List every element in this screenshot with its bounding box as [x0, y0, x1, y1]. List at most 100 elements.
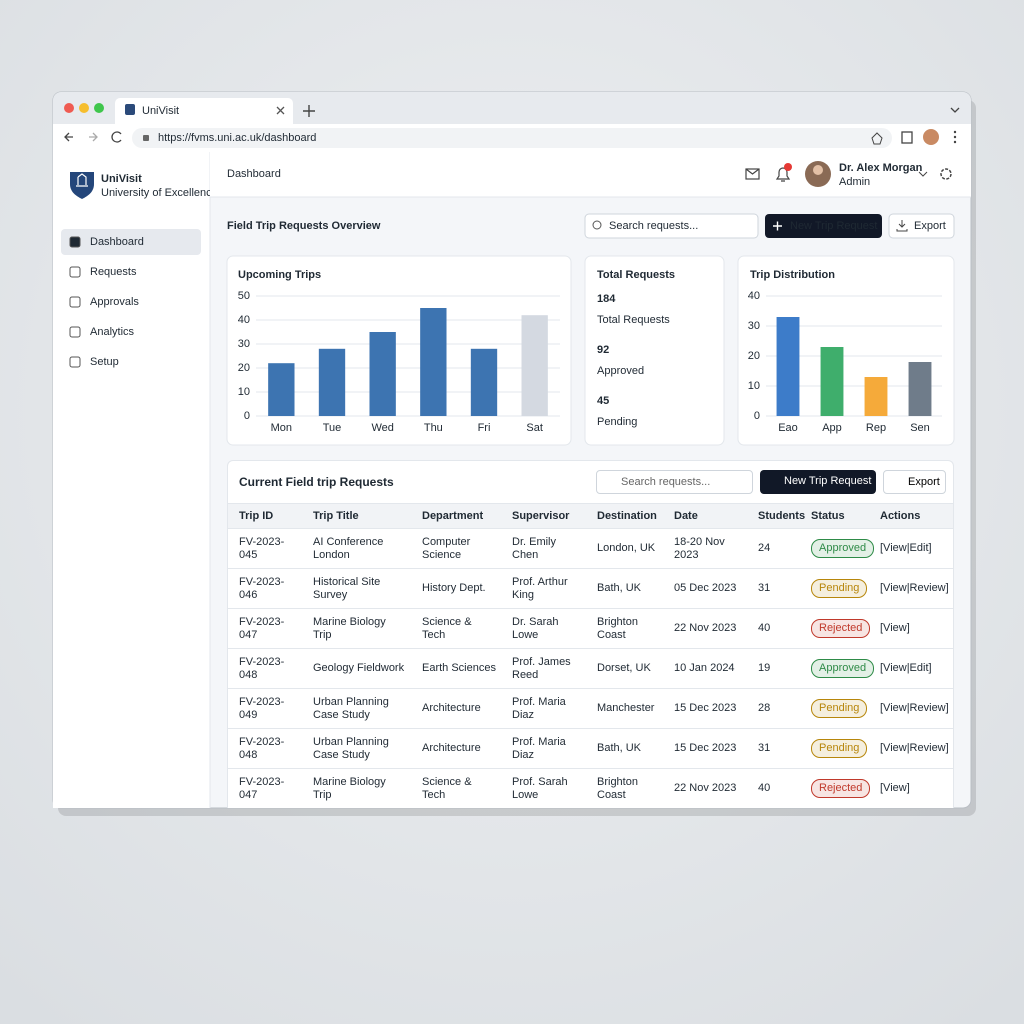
export-button[interactable] — [888, 213, 955, 239]
table-cell: Urban Planning Case Study — [302, 728, 411, 769]
status-cell: Approved — [800, 528, 875, 569]
stat-label: Pending — [597, 416, 637, 428]
table-cell[interactable]: [View|Edit] — [869, 648, 953, 689]
column-header: Date — [663, 503, 747, 529]
table-cell: Architecture — [411, 688, 501, 729]
table-row: FV-2023-049 Urban Planning Case Study Arch… — [228, 688, 953, 729]
bar — [369, 332, 396, 416]
table-row: FV-2023-048 Urban Planning Case Study Arch… — [228, 728, 953, 769]
overview-title: Field Trip Requests Overview — [227, 220, 381, 232]
page-heading: Dashboard — [227, 168, 281, 180]
chart-title: Upcoming Trips — [238, 269, 321, 281]
nav-item[interactable]: Setup — [90, 356, 119, 368]
url-box[interactable] — [132, 128, 892, 148]
search-box[interactable] — [584, 213, 759, 239]
card — [226, 255, 572, 446]
nav-item[interactable]: Approvals — [90, 296, 139, 308]
logo-mark — [76, 173, 88, 187]
table-export-button[interactable]: Export — [883, 470, 946, 494]
chart-title: Trip Distribution — [750, 269, 835, 281]
status-pill: Rejected — [811, 779, 871, 798]
y-tick-label: 20 — [748, 350, 760, 362]
table-card: Current Field trip Requests Search reque… — [227, 460, 954, 808]
new-tab[interactable] — [303, 105, 315, 117]
x-tick-label: App — [822, 422, 842, 434]
table-cell: FV-2023-046 — [228, 568, 302, 609]
y-tick-label: 30 — [238, 338, 250, 350]
reload[interactable] — [111, 131, 122, 143]
nav-icon — [69, 266, 81, 278]
nav-item[interactable]: Analytics — [90, 326, 135, 338]
mail-flap — [745, 168, 760, 175]
column-header: Trip Title — [302, 503, 411, 529]
min-dot[interactable] — [79, 103, 89, 113]
table-cell: 15 Dec 2023 — [663, 728, 747, 769]
table-cell[interactable]: [View|Review] — [869, 728, 953, 769]
nav-item[interactable]: Dashboard — [90, 236, 144, 248]
table-cell: Science & Tech — [411, 768, 501, 808]
status-pill: Rejected — [811, 619, 871, 638]
table-cell: Architecture — [411, 728, 501, 769]
table-cell: Prof. James Reed — [501, 648, 586, 689]
x-tick-label: Wed — [371, 422, 393, 434]
table-cell[interactable]: [View] — [869, 768, 953, 808]
column-header: Students — [747, 503, 805, 529]
export-icon — [896, 220, 908, 232]
column-header: Supervisor — [501, 503, 586, 529]
table-cell: 15 Dec 2023 — [663, 688, 747, 729]
y-tick-label: 0 — [754, 410, 760, 422]
x-tick-label: Mon — [271, 422, 292, 434]
table-cell: Manchester — [586, 688, 663, 729]
user-menu[interactable] — [918, 171, 928, 177]
bar — [908, 362, 932, 416]
table-cell[interactable]: [View|Review] — [869, 568, 953, 609]
table-cell[interactable]: [View|Review] — [869, 688, 953, 729]
x-tick-label: Thu — [424, 422, 443, 434]
bar — [776, 317, 800, 416]
nav-icon — [69, 326, 81, 338]
tab-menu[interactable] — [950, 107, 960, 113]
search-placeholder: Search requests... — [609, 220, 698, 232]
table-cell: Prof. Maria Diaz — [501, 728, 586, 769]
table-new-button[interactable]: New Trip Request — [760, 470, 876, 494]
table-cell: Urban Planning Case Study — [302, 688, 411, 729]
table-cell[interactable]: [View|Edit] — [869, 528, 953, 569]
bar — [521, 315, 548, 416]
max-dot[interactable] — [94, 103, 104, 113]
bookmark[interactable] — [871, 132, 883, 145]
table-search[interactable]: Search requests... — [596, 470, 753, 494]
table-cell: 40 — [747, 768, 800, 808]
bar — [318, 348, 346, 416]
tab-title: UniVisit — [142, 105, 179, 117]
bell[interactable] — [775, 167, 791, 182]
forward[interactable] — [89, 132, 98, 142]
table-cell: 19 — [747, 648, 800, 689]
status-cell: Rejected — [800, 608, 871, 649]
table-cell: Dorset, UK — [586, 648, 663, 689]
bar — [268, 363, 295, 416]
profile[interactable] — [923, 129, 939, 145]
table-cell[interactable]: [View] — [869, 608, 953, 649]
bar — [470, 348, 498, 416]
table-cell: Marine Biology Trip — [302, 768, 411, 808]
topbar — [210, 152, 971, 197]
mail[interactable] — [745, 168, 760, 180]
tab-close[interactable] — [276, 106, 285, 115]
new-trip-button[interactable] — [765, 214, 882, 238]
table-cell: 05 Dec 2023 — [663, 568, 747, 609]
sidepanel[interactable] — [901, 131, 913, 144]
back[interactable] — [64, 132, 73, 142]
tab[interactable] — [115, 98, 293, 124]
x-tick-label: Sen — [910, 422, 930, 434]
nav-item[interactable]: Requests — [90, 266, 137, 278]
y-tick-label: 40 — [748, 290, 760, 302]
tagline: University of Excellence — [101, 187, 218, 199]
column-header: Destination — [586, 503, 663, 529]
table-cell: 22 Nov 2023 — [663, 608, 747, 649]
status-cell: Pending — [800, 568, 869, 609]
table-title: Current Field trip Requests — [239, 475, 394, 489]
settings[interactable] — [940, 168, 952, 180]
close-dot[interactable] — [64, 103, 74, 113]
table-row: FV-2023-047 Marine Biology Trip Science & … — [228, 608, 953, 649]
